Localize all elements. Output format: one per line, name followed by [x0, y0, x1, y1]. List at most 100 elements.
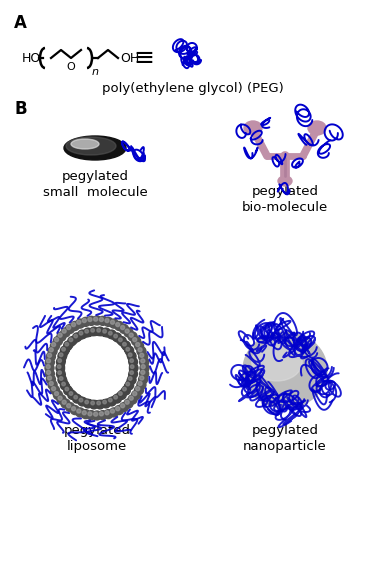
- Circle shape: [54, 391, 59, 395]
- Circle shape: [81, 318, 90, 327]
- Circle shape: [110, 320, 115, 324]
- Circle shape: [51, 386, 59, 394]
- Text: n: n: [92, 67, 99, 77]
- Circle shape: [95, 327, 105, 336]
- Circle shape: [119, 391, 122, 395]
- Circle shape: [112, 394, 122, 403]
- Circle shape: [98, 316, 107, 325]
- Text: A: A: [14, 14, 27, 32]
- Circle shape: [127, 352, 136, 361]
- Circle shape: [115, 406, 124, 415]
- Circle shape: [49, 348, 53, 352]
- Circle shape: [104, 318, 113, 327]
- Circle shape: [65, 343, 69, 346]
- Circle shape: [128, 395, 137, 404]
- Circle shape: [59, 377, 63, 380]
- Circle shape: [138, 381, 142, 386]
- Circle shape: [132, 336, 141, 345]
- Circle shape: [98, 411, 107, 420]
- Circle shape: [85, 400, 88, 404]
- Circle shape: [97, 401, 100, 405]
- Circle shape: [102, 399, 110, 408]
- Circle shape: [81, 410, 90, 419]
- Circle shape: [46, 370, 51, 374]
- Circle shape: [105, 319, 109, 323]
- Circle shape: [129, 377, 132, 380]
- Circle shape: [125, 346, 134, 355]
- Circle shape: [52, 387, 56, 391]
- Circle shape: [58, 396, 62, 400]
- Circle shape: [45, 369, 54, 378]
- Circle shape: [64, 386, 73, 395]
- Circle shape: [46, 375, 55, 384]
- Circle shape: [46, 365, 50, 369]
- Circle shape: [60, 346, 69, 355]
- Circle shape: [115, 321, 124, 331]
- Circle shape: [90, 327, 98, 336]
- Circle shape: [139, 375, 147, 384]
- Circle shape: [112, 333, 122, 342]
- Circle shape: [136, 387, 140, 391]
- Circle shape: [58, 359, 61, 362]
- Circle shape: [140, 353, 144, 357]
- Text: HO: HO: [22, 52, 41, 64]
- Circle shape: [58, 365, 61, 369]
- Circle shape: [67, 325, 71, 329]
- Circle shape: [71, 407, 76, 411]
- Text: OH: OH: [120, 52, 139, 64]
- Ellipse shape: [71, 139, 99, 149]
- Circle shape: [126, 382, 130, 386]
- Circle shape: [77, 409, 81, 413]
- Circle shape: [121, 386, 130, 395]
- Circle shape: [74, 335, 78, 338]
- Circle shape: [65, 387, 69, 391]
- Circle shape: [120, 325, 125, 329]
- Circle shape: [108, 398, 112, 402]
- Circle shape: [95, 400, 105, 409]
- Circle shape: [59, 353, 63, 357]
- Circle shape: [46, 359, 51, 363]
- Circle shape: [62, 382, 65, 386]
- Circle shape: [130, 365, 134, 369]
- Circle shape: [78, 330, 87, 339]
- Circle shape: [94, 412, 98, 416]
- Circle shape: [107, 330, 116, 339]
- Circle shape: [130, 359, 134, 362]
- Circle shape: [77, 320, 81, 324]
- Circle shape: [140, 369, 149, 378]
- Circle shape: [97, 328, 100, 332]
- Ellipse shape: [278, 176, 292, 186]
- Circle shape: [70, 321, 80, 331]
- Circle shape: [68, 337, 77, 345]
- Circle shape: [140, 358, 149, 367]
- Circle shape: [109, 319, 119, 328]
- Text: ≡: ≡: [134, 46, 154, 70]
- Circle shape: [68, 390, 77, 399]
- Circle shape: [87, 411, 96, 420]
- Circle shape: [105, 411, 109, 415]
- Circle shape: [62, 400, 66, 404]
- Circle shape: [137, 347, 146, 356]
- Circle shape: [64, 341, 73, 350]
- Circle shape: [49, 381, 53, 386]
- Circle shape: [133, 337, 137, 342]
- Circle shape: [88, 318, 92, 321]
- Circle shape: [48, 380, 57, 389]
- Circle shape: [60, 381, 69, 390]
- Circle shape: [91, 328, 95, 332]
- Circle shape: [66, 403, 74, 411]
- Circle shape: [56, 364, 65, 373]
- Circle shape: [66, 337, 128, 399]
- Circle shape: [123, 387, 126, 391]
- Circle shape: [62, 348, 65, 351]
- Circle shape: [69, 391, 73, 395]
- Circle shape: [76, 408, 85, 417]
- Circle shape: [102, 328, 110, 337]
- Circle shape: [116, 407, 120, 411]
- Circle shape: [74, 395, 78, 399]
- Circle shape: [119, 338, 122, 341]
- Circle shape: [99, 318, 103, 321]
- Circle shape: [45, 358, 54, 367]
- Circle shape: [129, 357, 137, 366]
- Circle shape: [140, 376, 144, 380]
